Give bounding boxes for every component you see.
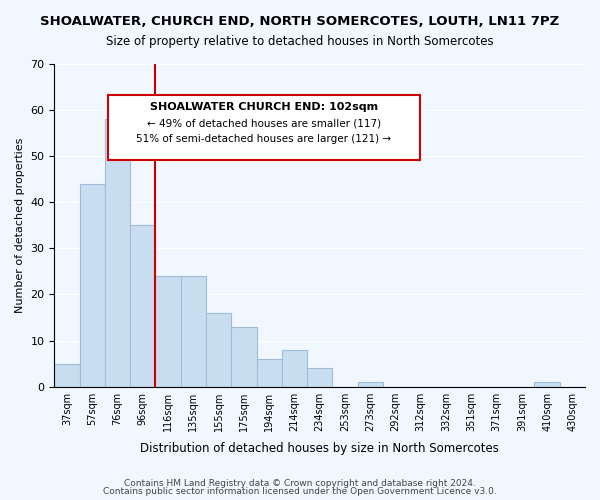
Text: SHOALWATER, CHURCH END, NORTH SOMERCOTES, LOUTH, LN11 7PZ: SHOALWATER, CHURCH END, NORTH SOMERCOTES…: [40, 15, 560, 28]
Text: Contains public sector information licensed under the Open Government Licence v3: Contains public sector information licen…: [103, 487, 497, 496]
Bar: [231, 326, 257, 386]
Bar: [206, 313, 231, 386]
Bar: [55, 364, 80, 386]
Text: SHOALWATER CHURCH END: 102sqm: SHOALWATER CHURCH END: 102sqm: [150, 102, 378, 113]
Text: ← 49% of detached houses are smaller (117): ← 49% of detached houses are smaller (11…: [147, 119, 381, 129]
Bar: [181, 276, 206, 386]
Bar: [535, 382, 560, 386]
Text: Contains HM Land Registry data © Crown copyright and database right 2024.: Contains HM Land Registry data © Crown c…: [124, 478, 476, 488]
Bar: [358, 382, 383, 386]
X-axis label: Distribution of detached houses by size in North Somercotes: Distribution of detached houses by size …: [140, 442, 499, 455]
Bar: [257, 359, 282, 386]
Bar: [155, 276, 181, 386]
Bar: [282, 350, 307, 387]
Bar: [130, 226, 155, 386]
Text: 51% of semi-detached houses are larger (121) →: 51% of semi-detached houses are larger (…: [136, 134, 392, 144]
Bar: [80, 184, 105, 386]
Bar: [307, 368, 332, 386]
Y-axis label: Number of detached properties: Number of detached properties: [15, 138, 25, 313]
Bar: [105, 120, 130, 386]
Text: Size of property relative to detached houses in North Somercotes: Size of property relative to detached ho…: [106, 35, 494, 48]
